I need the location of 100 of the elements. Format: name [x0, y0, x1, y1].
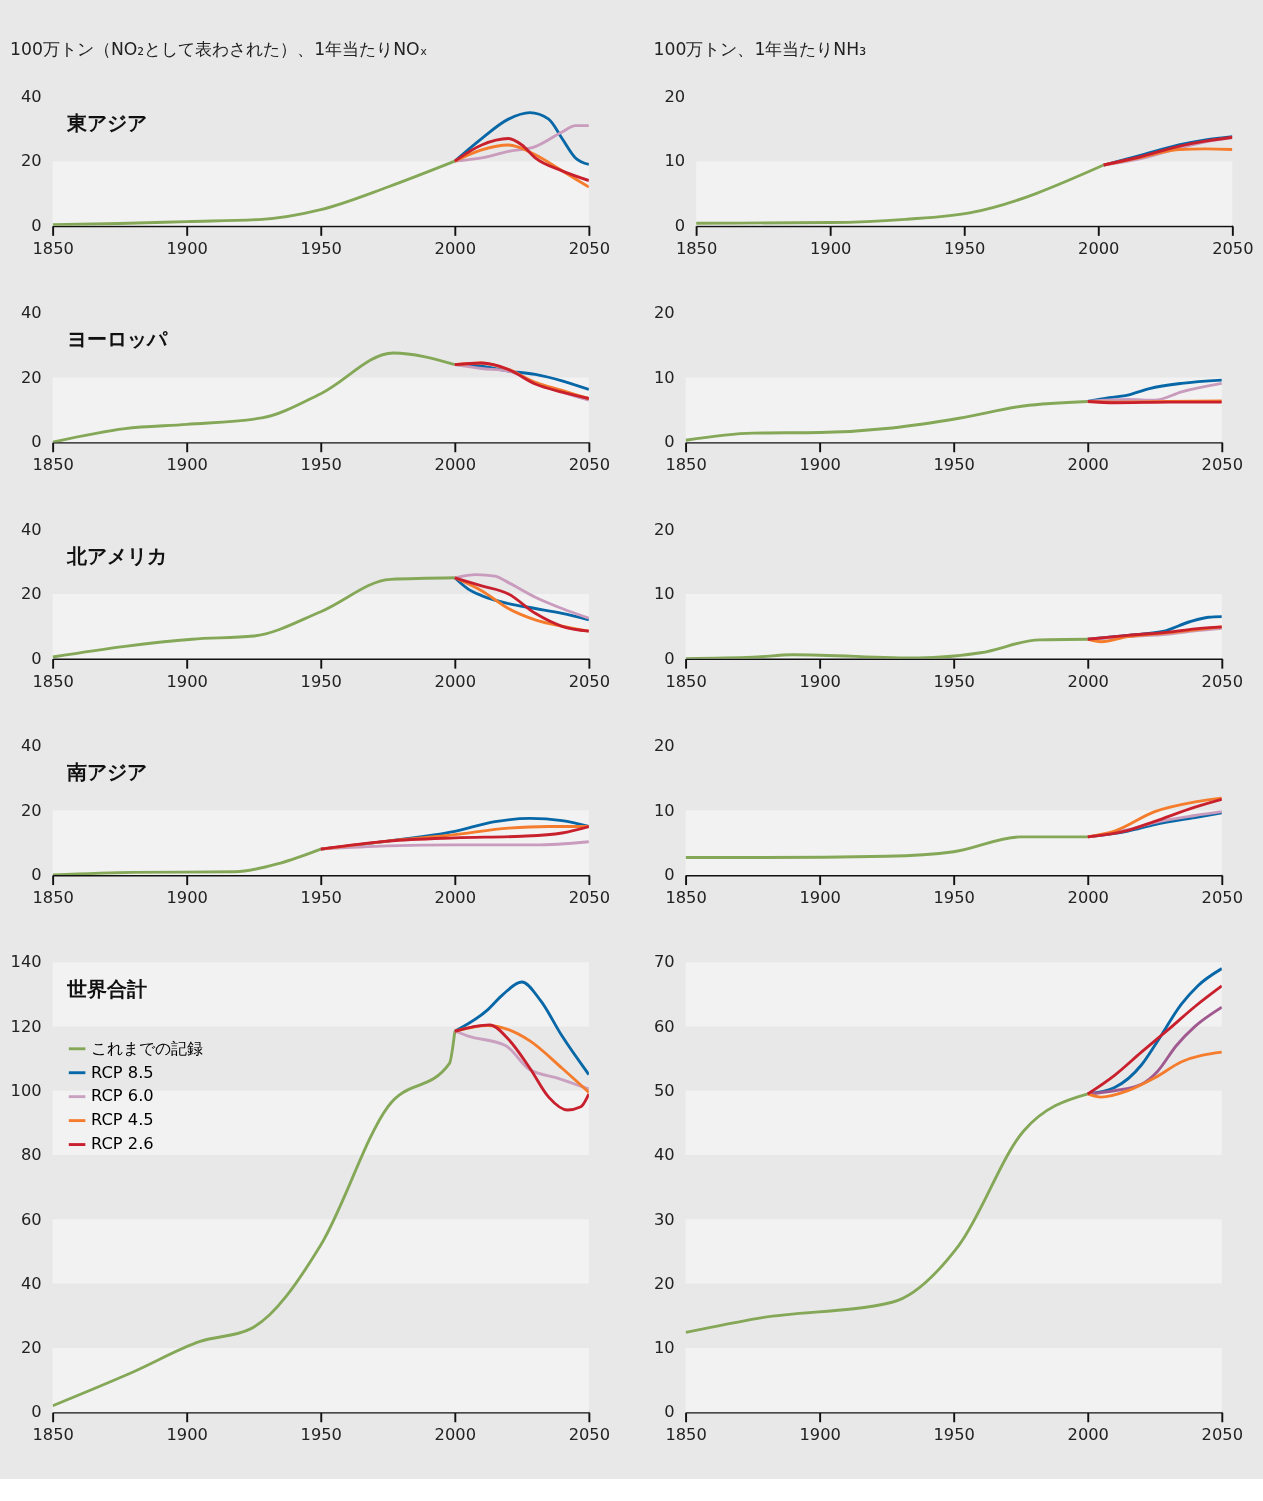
y-tick-label: 0	[31, 865, 42, 885]
x-tick-label: 1900	[166, 671, 208, 691]
y-tick-label: 0	[31, 216, 42, 236]
y-tick-label: 0	[31, 432, 42, 452]
y-tick-label: 60	[20, 1209, 42, 1229]
y-tick-label: 0	[31, 1402, 42, 1422]
x-tick-label: 1950	[933, 1425, 975, 1445]
text: 世界合計	[66, 976, 148, 1001]
y-tick-label: 20	[653, 1273, 675, 1293]
x-tick-label: 1950	[300, 671, 342, 691]
y-tick-label: 120	[10, 1016, 42, 1036]
y-tick-label: 20	[20, 367, 42, 387]
x-tick-label: 1900	[799, 888, 841, 908]
x-tick-label: 1850	[32, 671, 74, 691]
y-tick-label: 0	[664, 1402, 675, 1422]
x-tick-label: 1900	[799, 1425, 841, 1445]
x-tick-label: 1850	[665, 671, 707, 691]
x-tick-label: 1900	[166, 1425, 208, 1445]
x-tick-label: 1950	[944, 239, 986, 259]
y-tick-label: 0	[31, 648, 42, 668]
x-tick-label: 2000	[434, 239, 477, 259]
y-tick-label: 40	[20, 519, 42, 539]
y-tick-label: 20	[653, 303, 675, 323]
text: ヨーロッパ	[67, 327, 169, 352]
x-tick-label: 1850	[32, 455, 74, 475]
y-tick-label: 10	[653, 1338, 675, 1358]
x-tick-label: 1850	[32, 1425, 74, 1445]
text: 東アジア	[66, 111, 148, 136]
x-tick-label: 2000	[1067, 455, 1109, 475]
y-tick-label: 10	[653, 367, 675, 387]
x-tick-label: 1900	[166, 455, 208, 475]
y-tick-label: 20	[20, 151, 42, 171]
x-tick-label: 1850	[675, 239, 718, 259]
x-tick-label: 1900	[799, 671, 841, 691]
y-axis-title: 100万トン、1年当たりNH₃	[653, 38, 867, 59]
y-tick-label: 40	[20, 1273, 42, 1293]
x-tick-label: 2050	[568, 671, 611, 691]
x-tick-label: 1950	[300, 455, 342, 475]
x-tick-label: 1950	[300, 888, 342, 908]
y-tick-label: 10	[653, 584, 675, 604]
x-tick-label: 1850	[32, 888, 74, 908]
x-tick-label: 1850	[665, 1425, 707, 1445]
x-tick-label: 2050	[1201, 455, 1244, 475]
x-tick-label: 2000	[434, 1425, 477, 1445]
y-tick-label: 40	[20, 86, 42, 106]
x-tick-label: 2050	[568, 1425, 611, 1445]
legend-label: RCP 4.5	[90, 1110, 154, 1130]
x-tick-label: 2050	[568, 239, 611, 259]
x-tick-label: 1850	[665, 455, 707, 475]
legend-label: RCP 8.5	[90, 1062, 154, 1082]
legend-label: RCP 6.0	[90, 1086, 154, 1106]
x-tick-label: 1950	[933, 888, 975, 908]
y-tick-label: 0	[674, 216, 686, 236]
y-tick-label: 40	[653, 1145, 675, 1165]
y-tick-label: 50	[653, 1080, 675, 1100]
x-tick-label: 1850	[665, 888, 707, 908]
x-tick-label: 2000	[1067, 1425, 1109, 1445]
x-tick-label: 2050	[568, 455, 611, 475]
y-tick-label: 80	[20, 1145, 42, 1165]
y-tick-label: 0	[664, 865, 675, 885]
y-tick-label: 20	[664, 86, 686, 106]
y-tick-label: 40	[20, 735, 42, 755]
x-tick-label: 2000	[1067, 888, 1109, 908]
y-tick-label: 100	[10, 1080, 42, 1100]
y-tick-label: 20	[653, 519, 675, 539]
x-tick-label: 1900	[166, 239, 208, 259]
y-tick-label: 40	[20, 303, 42, 323]
y-tick-label: 20	[653, 735, 675, 755]
x-tick-label: 1900	[166, 888, 208, 908]
text: 北アメリカ	[66, 543, 168, 568]
x-tick-label: 1950	[300, 239, 342, 259]
x-tick-label: 2050	[1212, 239, 1254, 259]
x-tick-label: 2000	[434, 888, 477, 908]
x-tick-label: 2050	[1201, 671, 1244, 691]
y-tick-label: 70	[653, 952, 675, 972]
y-tick-label: 10	[664, 151, 686, 171]
y-tick-label: 20	[20, 584, 42, 604]
x-tick-label: 1950	[933, 455, 975, 475]
y-tick-label: 10	[653, 800, 675, 820]
x-tick-label: 1850	[32, 239, 74, 259]
text: 南アジア	[66, 760, 148, 785]
x-tick-label: 2000	[434, 455, 477, 475]
y-tick-label: 30	[653, 1209, 675, 1229]
y-tick-label: 0	[664, 432, 675, 452]
x-tick-label: 2000	[1078, 239, 1120, 259]
x-tick-label: 1900	[799, 455, 841, 475]
y-tick-label: 140	[10, 952, 42, 972]
legend-label: これまでの記録	[90, 1038, 203, 1058]
x-tick-label: 2050	[1201, 1425, 1244, 1445]
x-tick-label: 2000	[1067, 671, 1109, 691]
x-tick-label: 1900	[809, 239, 852, 259]
x-tick-label: 1950	[300, 1425, 342, 1445]
x-tick-label: 2050	[1201, 888, 1244, 908]
legend-label: RCP 2.6	[90, 1134, 154, 1154]
x-tick-label: 2000	[434, 671, 477, 691]
y-tick-label: 20	[20, 800, 42, 820]
y-axis-title: 100万トン（NO₂として表わされた）、1年当たりNOₓ	[10, 38, 428, 59]
x-tick-label: 2050	[568, 888, 611, 908]
x-tick-label: 1950	[933, 671, 975, 691]
y-tick-label: 60	[653, 1016, 675, 1036]
